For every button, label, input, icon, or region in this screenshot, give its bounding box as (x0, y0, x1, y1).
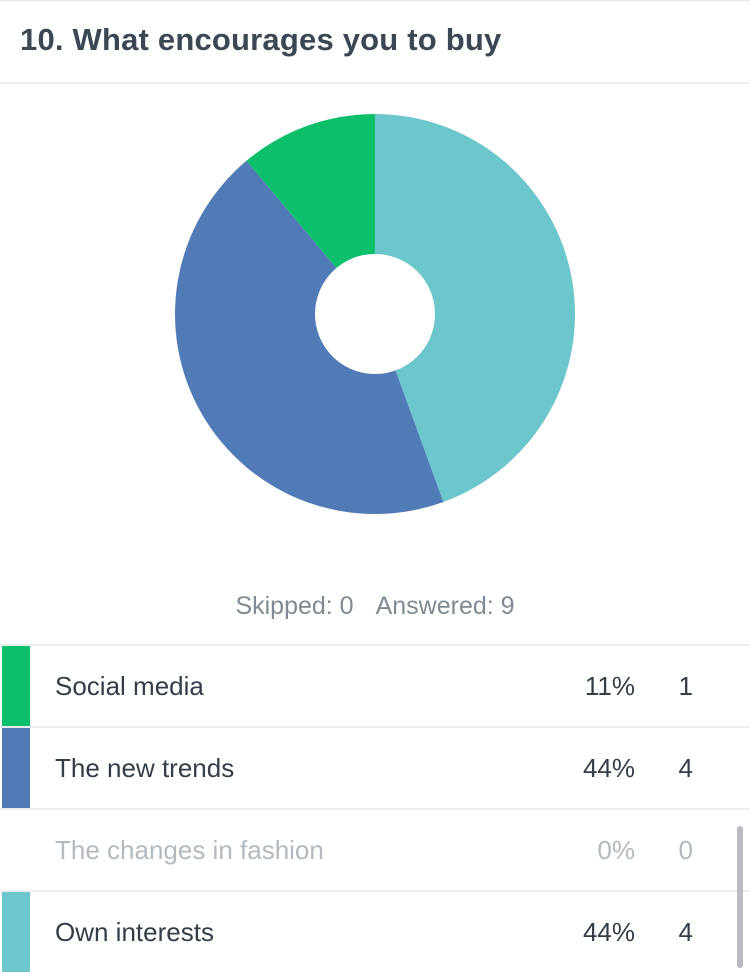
question-title: 10. What encourages you to buy (20, 22, 502, 57)
answer-label: Social media (55, 671, 204, 701)
answer-table: Social media 11% 1 The new trends 44% 4 … (0, 644, 750, 972)
pie-slice-the-new-trends[interactable] (174, 160, 444, 514)
answered-count: Answered: 9 (375, 592, 515, 620)
answer-count: 4 (678, 917, 693, 947)
answer-count: 4 (678, 753, 693, 783)
answer-label: Own interests (55, 917, 214, 947)
answer-percent: 0% (597, 835, 635, 865)
answer-row-the-changes-in-fashion[interactable]: The changes in fashion 0% 0 (0, 808, 750, 890)
answer-percent: 11% (584, 671, 635, 701)
legend-swatch-social-media (2, 646, 30, 726)
legend-swatch-own-interests (2, 892, 30, 972)
answer-row-social-media[interactable]: Social media 11% 1 (0, 644, 750, 726)
answer-label: The changes in fashion (55, 835, 324, 865)
answer-percent: 44% (582, 917, 635, 947)
answer-count: 0 (678, 835, 693, 865)
pie-slice-social-media[interactable] (246, 114, 375, 269)
donut-chart (174, 114, 575, 514)
answer-row-own-interests[interactable]: Own interests 44% 4 (0, 890, 750, 972)
skipped-count: Skipped: 0 (235, 592, 354, 620)
title-divider (0, 82, 750, 84)
top-divider (0, 0, 750, 1)
answer-row-the-new-trends[interactable]: The new trends 44% 4 (0, 726, 750, 808)
answer-count: 1 (678, 671, 693, 701)
pie-slice-own-interests[interactable] (375, 114, 575, 502)
legend-swatch-the-new-trends (2, 728, 30, 808)
answer-percent: 44% (582, 753, 635, 783)
scrollbar[interactable] (737, 826, 743, 968)
response-summary: Skipped: 0 Answered: 9 (0, 592, 750, 621)
answer-label: The new trends (55, 753, 235, 783)
